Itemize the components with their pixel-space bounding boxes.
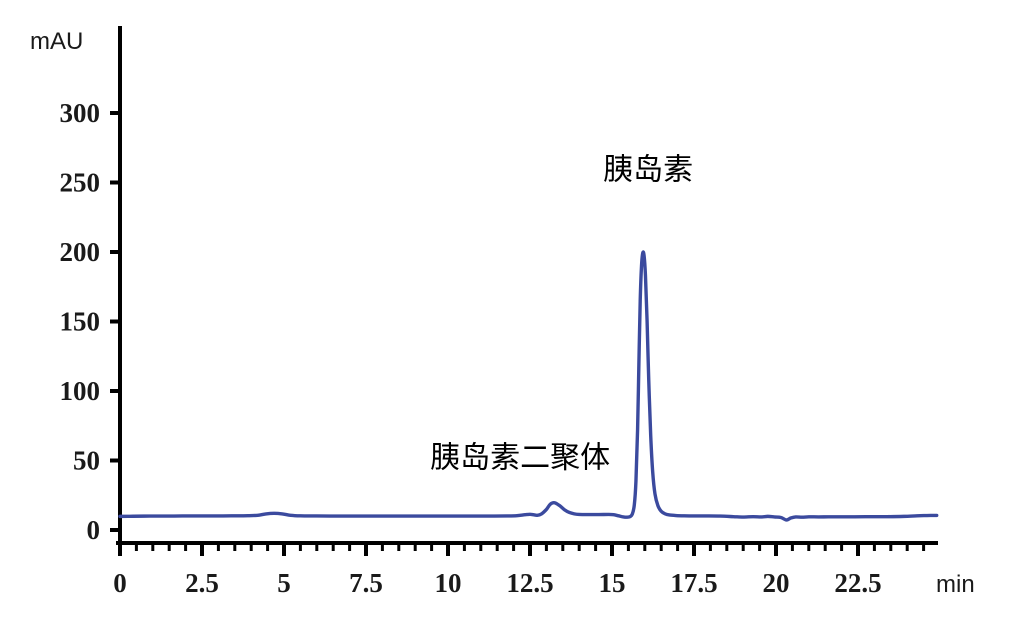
- chromatogram-trace: [118, 250, 939, 522]
- x-axis-tick-label: 20: [763, 568, 790, 598]
- y-axis-unit-label: mAU: [30, 28, 83, 55]
- x-axis-tick-label: 12.5: [506, 568, 553, 598]
- x-axis-tick-label: 17.5: [670, 568, 717, 598]
- x-axis-tick-label: 7.5: [349, 568, 383, 598]
- y-axis-tick-marks: [110, 111, 121, 532]
- x-axis-tick-label: 10: [435, 568, 462, 598]
- x-axis-tick-label: 5: [277, 568, 291, 598]
- y-axis-tick-label: 200: [60, 237, 101, 267]
- x-axis-tick-label: 0: [113, 568, 127, 598]
- y-axis-tick-label: 150: [60, 307, 101, 337]
- x-axis-tick-labels: 0 2.5 5 7.5 10 12.5 15 17.5 20 22.5: [113, 568, 881, 598]
- y-axis-tick-labels: 0 50 100 150 200 250 300: [60, 98, 101, 545]
- x-axis-tick-label: 15: [599, 568, 626, 598]
- x-axis-tick-label: 22.5: [834, 568, 881, 598]
- x-axis-unit-label: min: [936, 571, 975, 598]
- y-axis-tick-label: 300: [60, 98, 101, 128]
- x-axis-tick-label: 2.5: [185, 568, 219, 598]
- y-axis-tick-label: 250: [60, 168, 101, 198]
- y-axis-tick-label: 100: [60, 376, 101, 406]
- insulin-dimer-peak-label: 胰岛素二聚体: [430, 440, 610, 475]
- insulin-peak-label: 胰岛素: [603, 153, 693, 188]
- y-axis-tick-label: 0: [87, 515, 101, 545]
- y-axis-tick-label: 50: [73, 446, 100, 476]
